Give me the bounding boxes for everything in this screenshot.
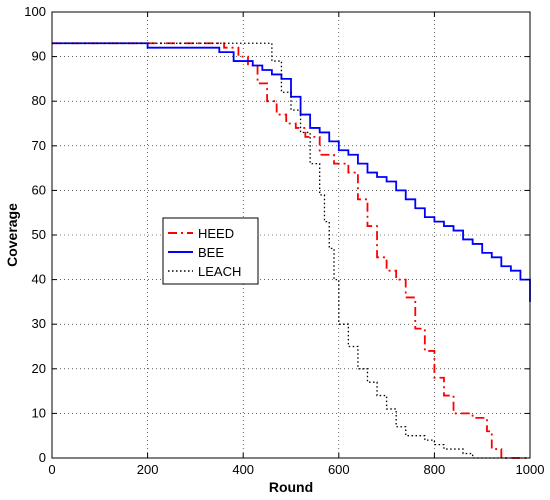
x-axis-label: Round [269, 479, 313, 495]
y-tick-label: 90 [32, 49, 46, 64]
y-tick-label: 50 [32, 227, 46, 242]
x-tick-label: 600 [328, 462, 350, 477]
legend: HEED BEE LEACH [162, 217, 259, 285]
y-tick-label: 0 [39, 450, 46, 465]
y-tick-label: 30 [32, 316, 46, 331]
y-axis-label: Coverage [4, 203, 20, 267]
tick-layer: 0 200 400 600 800 1000 0 10 20 30 40 50 60 70 80 90 100 [24, 4, 544, 477]
series-line-leach [52, 42, 530, 459]
y-tick-label: 100 [24, 4, 46, 19]
x-tick-label: 1000 [516, 462, 545, 477]
x-tick-label: 200 [137, 462, 159, 477]
legend-label-heed: HEED [198, 226, 234, 241]
y-tick-label: 10 [32, 405, 46, 420]
x-tick-label: 0 [48, 462, 55, 477]
y-tick-label: 20 [32, 361, 46, 376]
legend-label-bee: BEE [198, 245, 224, 260]
y-tick-label: 40 [32, 272, 46, 287]
legend-label-leach: LEACH [198, 264, 241, 279]
x-tick-label: 800 [424, 462, 446, 477]
series-line-bee [52, 42, 531, 302]
y-tick-label: 60 [32, 182, 46, 197]
series-layer [52, 42, 531, 459]
y-tick-label: 80 [32, 93, 46, 108]
x-tick-label: 400 [232, 462, 254, 477]
y-tick-label: 70 [32, 138, 46, 153]
series-line-heed [52, 42, 530, 459]
